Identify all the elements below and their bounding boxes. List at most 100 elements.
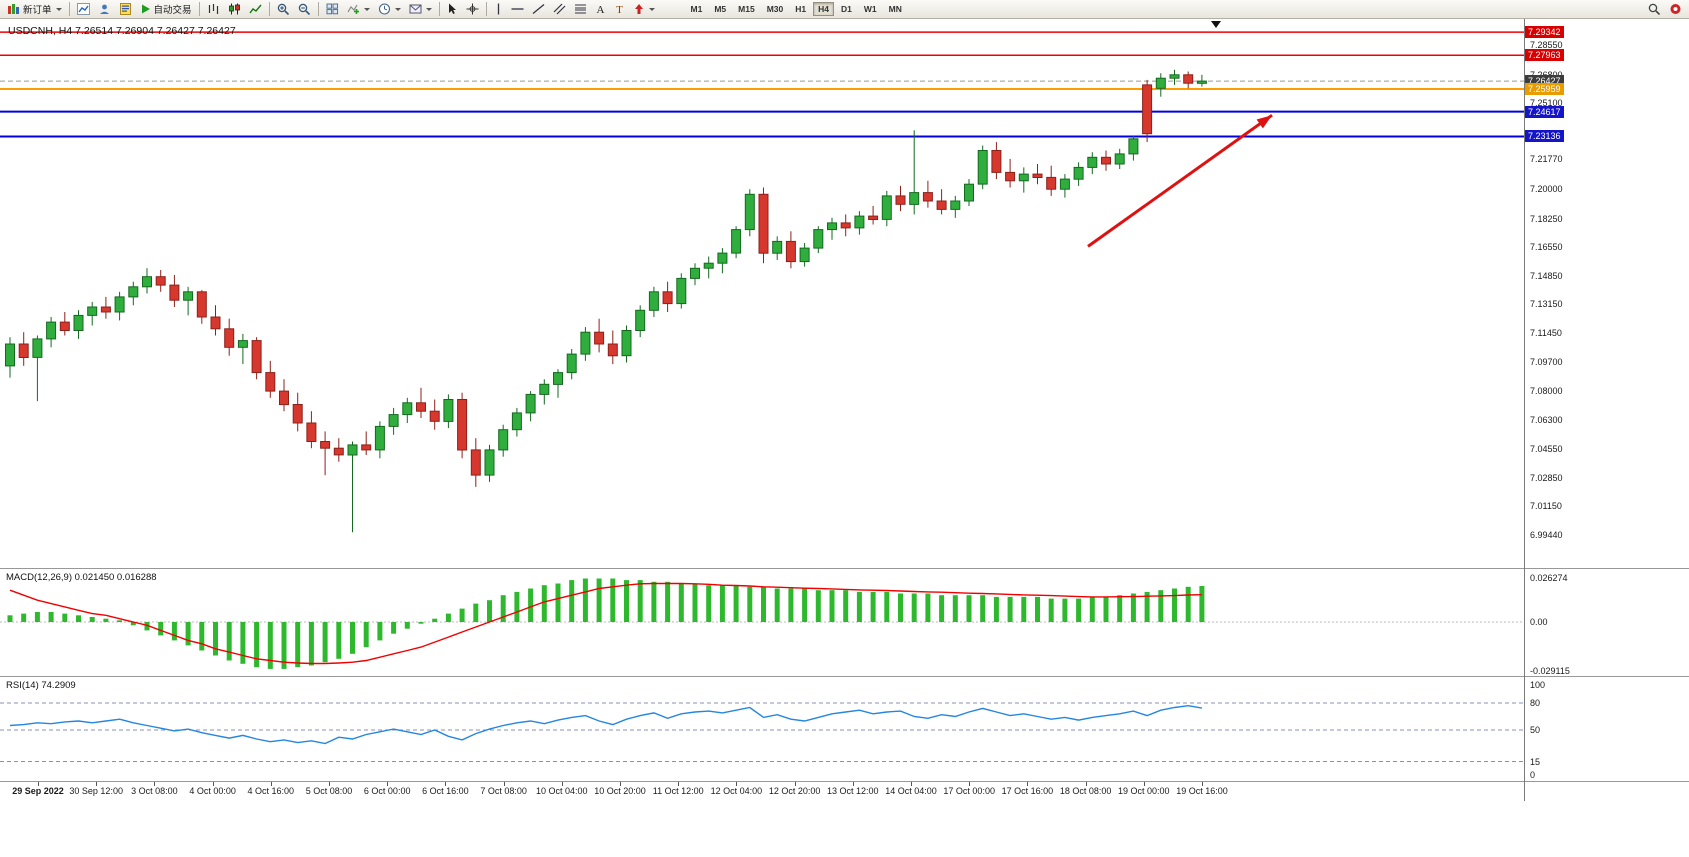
price-axis-label: 7.11450	[1530, 328, 1562, 339]
rsi-axis-label: 0	[1530, 770, 1536, 780]
price-axis-label: 7.01150	[1530, 501, 1562, 512]
timeframe-m15[interactable]: M15	[738, 4, 755, 14]
toolbar-separator	[317, 2, 319, 16]
timeframe-d1[interactable]: D1	[841, 4, 852, 14]
vertical-line-button[interactable]	[490, 1, 507, 17]
price-axis-label: 7.14850	[1530, 270, 1563, 281]
horizontal-line-button[interactable]	[507, 1, 528, 17]
tile-windows-icon	[326, 3, 339, 15]
autotrading-label: 自动交易	[153, 5, 192, 16]
price-axis-label: 7.06300	[1530, 414, 1563, 425]
timeframe-mn[interactable]: MN	[888, 4, 902, 14]
price-axis-label: 7.16550	[1530, 242, 1563, 253]
bar-chart-button[interactable]	[203, 1, 224, 17]
svg-text:A: A	[596, 4, 604, 15]
time-axis-label: 19 Oct 16:00	[1176, 786, 1228, 796]
periods-button[interactable]	[374, 1, 405, 17]
timeframe-h4[interactable]: H4	[813, 2, 834, 16]
alert-icon	[1669, 3, 1682, 15]
time-axis-tick	[678, 782, 680, 786]
time-axis-tick	[1202, 782, 1203, 786]
timeframe-m1[interactable]: M1	[690, 4, 703, 14]
macd-axis-label: 0.026274	[1530, 573, 1568, 584]
price-axis-label: 7.13150	[1530, 299, 1563, 310]
new-order-label: 新订单	[23, 5, 52, 16]
toolbar-separator	[198, 2, 200, 16]
indicators-button[interactable]	[343, 1, 374, 17]
arrows-button[interactable]	[629, 1, 659, 17]
time-axis-tick	[329, 782, 330, 786]
horizontal-line-icon	[511, 3, 524, 15]
tile-windows-button[interactable]	[322, 1, 343, 17]
label-button[interactable]: T	[610, 1, 629, 17]
price-axis-label: 7.08000	[1530, 386, 1563, 397]
market-watch-icon	[76, 3, 90, 15]
time-axis-tick	[1143, 782, 1145, 786]
cursor-button[interactable]	[443, 1, 462, 17]
notification-button[interactable]	[1665, 1, 1686, 17]
price-axis-label: 7.28550	[1530, 40, 1563, 51]
time-axis-tick	[387, 782, 389, 786]
time-axis-label: 19 Oct 00:00	[1118, 786, 1170, 796]
price-axis-label: 6.99440	[1530, 530, 1563, 541]
vertical-line-icon	[494, 3, 503, 15]
price-axis-line[interactable]	[1524, 19, 1525, 801]
timeframe-m30[interactable]: M30	[766, 4, 784, 14]
time-axis-label: 18 Oct 08:00	[1059, 786, 1112, 796]
zoom-in-button[interactable]	[273, 1, 294, 17]
crosshair-button[interactable]	[462, 1, 483, 17]
timeframe-h1[interactable]: H1	[795, 4, 807, 14]
time-axis-tick	[96, 782, 98, 786]
time-axis-tick	[911, 782, 912, 786]
metaeditor-button[interactable]	[115, 1, 136, 17]
templates-button[interactable]	[405, 1, 436, 17]
chevron-down-icon	[394, 7, 401, 11]
rsi-axis-label: 80	[1530, 698, 1541, 708]
new-order-icon	[7, 3, 20, 15]
search-button[interactable]	[1644, 1, 1665, 17]
rsi-axis-label: 100	[1530, 680, 1546, 690]
price-axis-label: 7.25100	[1530, 98, 1563, 109]
periods-icon	[378, 3, 391, 15]
navigator-button[interactable]	[94, 1, 115, 17]
main-chart-canvas[interactable]	[0, 19, 1524, 568]
trendline-button[interactable]	[528, 1, 549, 17]
panel-splitter[interactable]	[0, 676, 1689, 677]
macd-label: MACD(12,26,9) 0.021450 0.016288	[6, 572, 157, 583]
rsi-label: RSI(14) 74.2909	[6, 680, 76, 691]
price-badge: 7.23136	[1525, 130, 1564, 143]
toolbar-separator	[438, 2, 440, 16]
rsi-panel-canvas[interactable]	[0, 677, 1524, 781]
timeframe-w1[interactable]: W1	[863, 4, 877, 14]
macd-panel-canvas[interactable]	[0, 569, 1524, 676]
zoom-out-button[interactable]	[294, 1, 315, 17]
autotrading-button[interactable]: 自动交易	[136, 1, 196, 17]
candlestick-button[interactable]	[224, 1, 245, 17]
time-axis-label: 10 Oct 20:00	[594, 786, 646, 796]
templates-icon	[409, 3, 422, 15]
candles-layer	[5, 69, 1207, 533]
fibonacci-button[interactable]	[570, 1, 591, 17]
candlestick-icon	[228, 3, 241, 15]
navigator-icon	[98, 3, 111, 15]
label-icon: T	[614, 3, 625, 15]
time-axis-label: 14 Oct 04:00	[885, 786, 937, 796]
new-order-button[interactable]: 新订单	[3, 1, 66, 17]
time-axis-label: 12 Oct 20:00	[768, 786, 821, 796]
time-axis-label: 4 Oct 16:00	[247, 786, 295, 796]
macd-axis-label: 0.00	[1530, 617, 1548, 627]
time-axis-tick	[503, 782, 505, 786]
time-axis-tick	[969, 782, 971, 786]
market-watch-button[interactable]	[73, 1, 94, 17]
line-chart-button[interactable]	[245, 1, 266, 17]
rsi-line	[9, 704, 1203, 745]
timeframe-m5[interactable]: M5	[714, 4, 727, 14]
text-icon: A	[595, 3, 606, 15]
timeframe-group: M1 M5 M15 M30 H1 H4 D1 W1 MN	[685, 2, 908, 16]
time-axis-label: 13 Oct 12:00	[827, 786, 879, 796]
zoom-out-icon	[298, 3, 311, 15]
price-axis-label: 7.26800	[1530, 70, 1563, 80]
text-button[interactable]: A	[591, 1, 610, 17]
channel-button[interactable]	[549, 1, 570, 17]
panel-splitter[interactable]	[0, 568, 1689, 569]
